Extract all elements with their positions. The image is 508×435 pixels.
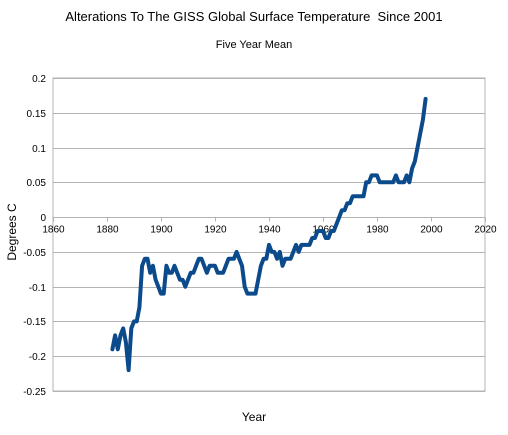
y-tick-label: -0.15	[23, 317, 46, 328]
x-tick-label: 1900	[150, 225, 173, 236]
y-tick-label: -0.2	[29, 352, 47, 363]
y-tick-label: 0.1	[32, 144, 46, 155]
y-tick-label: -0.1	[29, 283, 47, 294]
x-axis-label: Year	[241, 410, 267, 424]
x-tick-label: 2020	[474, 225, 497, 236]
x-tick-label: 1920	[204, 225, 227, 236]
series-line	[110, 96, 428, 373]
x-tick-label: 2000	[420, 225, 443, 236]
x-tick-label: 1880	[96, 225, 119, 236]
y-tick-label: 0	[40, 213, 46, 224]
chart-title: Alterations To The GISS Global Surface T…	[65, 9, 443, 24]
x-tick-label: 1980	[366, 225, 389, 236]
y-tick-label: -0.25	[23, 387, 46, 398]
x-tick-label: 1940	[258, 225, 281, 236]
y-tick-label: 0.15	[27, 109, 47, 120]
y-tick-label: 0.05	[27, 178, 47, 189]
y-tick-label: -0.05	[23, 248, 46, 259]
chart-subtitle: Five Year Mean	[215, 39, 293, 51]
x-tick-label: 1860	[42, 225, 65, 236]
y-tick-label: 0.2	[32, 74, 46, 85]
